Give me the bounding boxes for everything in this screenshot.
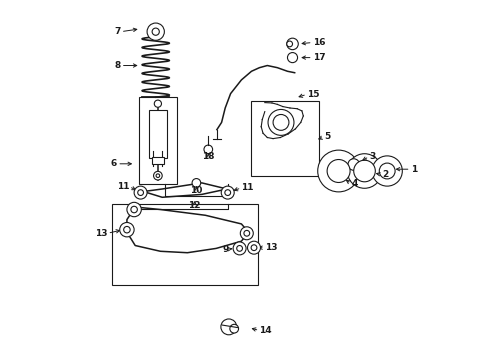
Text: 3: 3 (369, 152, 375, 161)
Text: 17: 17 (313, 53, 325, 62)
Circle shape (240, 227, 253, 240)
Circle shape (348, 159, 360, 170)
Circle shape (152, 28, 159, 35)
Circle shape (318, 150, 360, 192)
Bar (112, 204, 258, 285)
Circle shape (156, 174, 160, 177)
Circle shape (147, 23, 164, 40)
Circle shape (131, 206, 137, 213)
Bar (151, 157, 164, 164)
Circle shape (153, 171, 162, 180)
Circle shape (138, 190, 144, 195)
Text: 18: 18 (202, 152, 215, 161)
Text: 12: 12 (188, 202, 201, 210)
Circle shape (221, 186, 234, 199)
Circle shape (327, 159, 350, 183)
Text: 1: 1 (411, 165, 417, 174)
Circle shape (273, 114, 289, 130)
Text: 8: 8 (115, 61, 121, 70)
Circle shape (251, 245, 257, 251)
Text: 14: 14 (259, 326, 272, 335)
Circle shape (120, 222, 134, 237)
Circle shape (233, 242, 246, 255)
Text: 2: 2 (382, 170, 388, 179)
Circle shape (287, 38, 298, 50)
Circle shape (221, 319, 237, 335)
Text: 10: 10 (190, 186, 202, 195)
Bar (139, 97, 176, 184)
Circle shape (154, 100, 162, 107)
Text: 4: 4 (351, 179, 358, 188)
Text: 11: 11 (242, 184, 254, 193)
Text: 7: 7 (115, 27, 121, 36)
Text: 16: 16 (313, 38, 325, 47)
Circle shape (247, 241, 261, 254)
Text: 15: 15 (307, 90, 319, 99)
Circle shape (123, 226, 130, 233)
Circle shape (379, 163, 395, 179)
Circle shape (237, 246, 243, 251)
Circle shape (287, 41, 293, 47)
Circle shape (354, 160, 375, 182)
Text: 5: 5 (324, 132, 330, 141)
Circle shape (127, 202, 141, 217)
Circle shape (134, 186, 147, 199)
Circle shape (347, 154, 382, 188)
Circle shape (288, 53, 297, 63)
Text: 6: 6 (111, 159, 117, 168)
Circle shape (372, 156, 402, 186)
Bar (251, 101, 319, 176)
Circle shape (225, 190, 231, 195)
Text: 9: 9 (222, 245, 229, 253)
Circle shape (230, 324, 239, 333)
Text: 11: 11 (117, 182, 129, 191)
Circle shape (192, 179, 201, 187)
Circle shape (268, 109, 294, 135)
Circle shape (244, 230, 250, 236)
Text: 13: 13 (265, 243, 277, 252)
Bar (149, 110, 167, 158)
Circle shape (204, 145, 213, 154)
Text: 13: 13 (95, 229, 107, 238)
